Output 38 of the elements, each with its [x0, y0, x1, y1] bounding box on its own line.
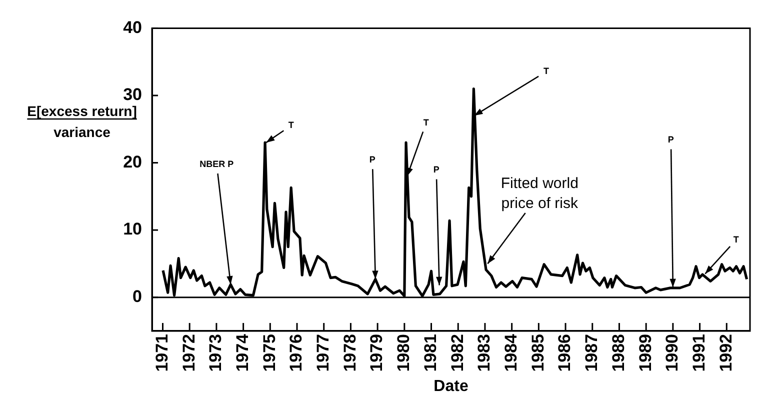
y-tick-label: 10 — [123, 220, 142, 239]
x-tick-label: 1979 — [367, 334, 386, 372]
x-tick-label: 1980 — [394, 334, 414, 372]
annotation: Fitted world price of risk — [500, 174, 578, 212]
annotation: P — [668, 134, 674, 145]
x-tick-label: 1992 — [716, 334, 736, 372]
x-tick-label: 1991 — [689, 334, 708, 372]
annotation: T — [543, 66, 550, 76]
annotation: NBER P — [200, 159, 234, 170]
annotation: T — [733, 234, 740, 244]
y-tick-label: 20 — [123, 152, 142, 172]
x-tick-label: 1977 — [314, 334, 333, 372]
x-tick-label: 1981 — [420, 334, 440, 372]
x-axis-title: Date — [434, 378, 468, 395]
x-tick-label: 1985 — [528, 334, 548, 372]
x-tick-label: 1975 — [260, 334, 279, 372]
y-tick-label: 40 — [123, 18, 142, 37]
y-axis-title: E[excess return] variance — [27, 103, 137, 140]
y-tick-label: 0 — [132, 287, 142, 306]
x-tick-label: 1983 — [474, 334, 494, 372]
annotation: T — [423, 118, 430, 128]
x-tick-label: 1990 — [662, 334, 682, 372]
x-tick-label: 1982 — [448, 334, 467, 372]
x-tick-label: 1986 — [555, 334, 574, 372]
x-tick-label: 1988 — [608, 334, 628, 372]
x-tick-label: 1984 — [502, 333, 521, 372]
annotation: P — [369, 154, 376, 165]
x-tick-label: 1973 — [206, 334, 226, 372]
x-tick-label: 1989 — [636, 334, 655, 372]
x-tick-label: 1987 — [582, 334, 602, 372]
y-tick-label: 30 — [123, 85, 142, 104]
annotation: P — [433, 164, 440, 175]
x-tick-label: 1976 — [286, 334, 306, 372]
x-tick-label: 1978 — [340, 334, 360, 372]
x-tick-label: 1972 — [179, 334, 198, 372]
annotation: T — [288, 120, 294, 130]
x-tick-label: 1971 — [152, 334, 172, 372]
x-tick-label: 1974 — [232, 333, 252, 372]
